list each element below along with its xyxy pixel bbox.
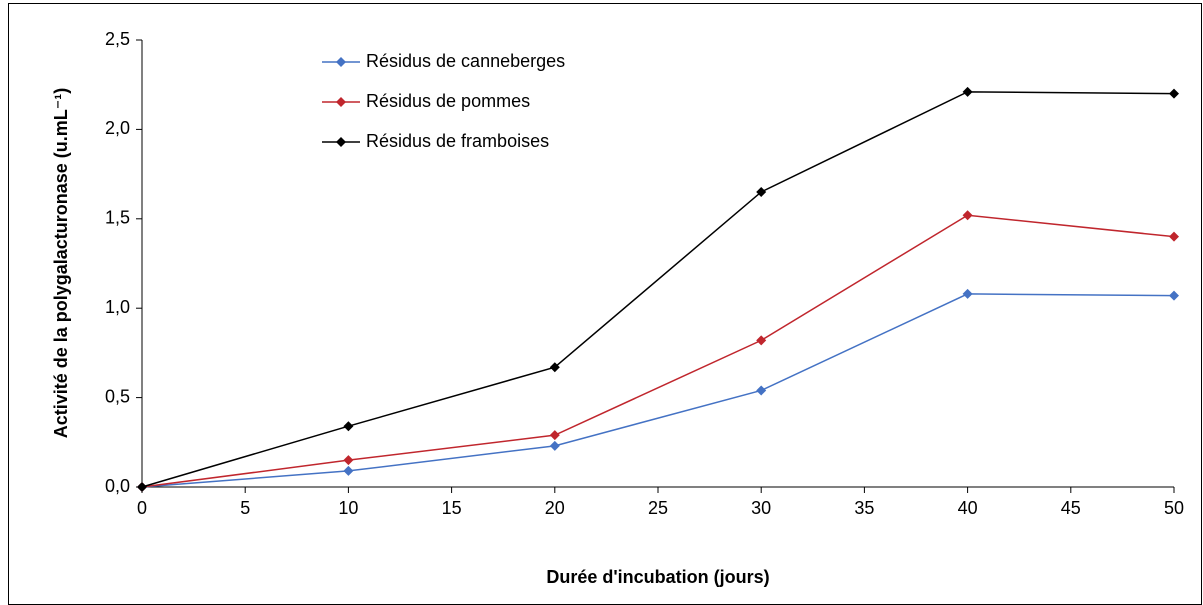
data-point [343,465,354,476]
data-point [343,455,354,466]
data-point [1169,290,1179,301]
x-tick-label: 45 [1061,498,1081,518]
x-tick-label: 35 [854,498,874,518]
x-tick-label: 15 [442,498,462,518]
y-tick-label: 1,0 [105,297,130,317]
data-point [549,440,560,451]
data-point [962,288,973,299]
series-line [141,293,1175,488]
x-tick-label: 25 [648,498,668,518]
data-point [549,362,560,373]
x-axis-label: Durée d'incubation (jours) [546,567,769,587]
y-tick-label: 1,5 [105,208,130,228]
legend-marker [336,137,346,147]
legend-label: Résidus de framboises [366,131,549,151]
series-line [141,214,1175,488]
data-point [1169,88,1179,99]
data-point [962,210,973,221]
x-tick-label: 0 [137,498,147,518]
legend-label: Résidus de pommes [366,91,530,111]
x-tick-label: 20 [545,498,565,518]
data-point [756,385,767,396]
x-tick-label: 30 [751,498,771,518]
y-tick-label: 0,5 [105,386,130,406]
x-tick-label: 5 [240,498,250,518]
x-tick-label: 10 [338,498,358,518]
y-tick-label: 2,0 [105,118,130,138]
data-point [1169,231,1179,242]
y-axis-label: Activité de la polygalacturonase (u.mL⁻¹… [51,88,71,439]
data-point [549,430,560,441]
data-point [756,186,767,197]
data-point [137,482,147,492]
y-tick-label: 2,5 [105,29,130,49]
data-point [343,421,354,432]
y-tick-label: 0,0 [105,476,130,496]
legend-marker [336,97,346,107]
legend-label: Résidus de canneberges [366,51,565,71]
data-point [756,335,767,346]
data-point [962,86,973,97]
series-line [141,91,1175,488]
x-tick-label: 40 [958,498,978,518]
chart-frame [8,3,1202,605]
x-tick-label: 50 [1164,498,1184,518]
legend-marker [336,57,346,67]
